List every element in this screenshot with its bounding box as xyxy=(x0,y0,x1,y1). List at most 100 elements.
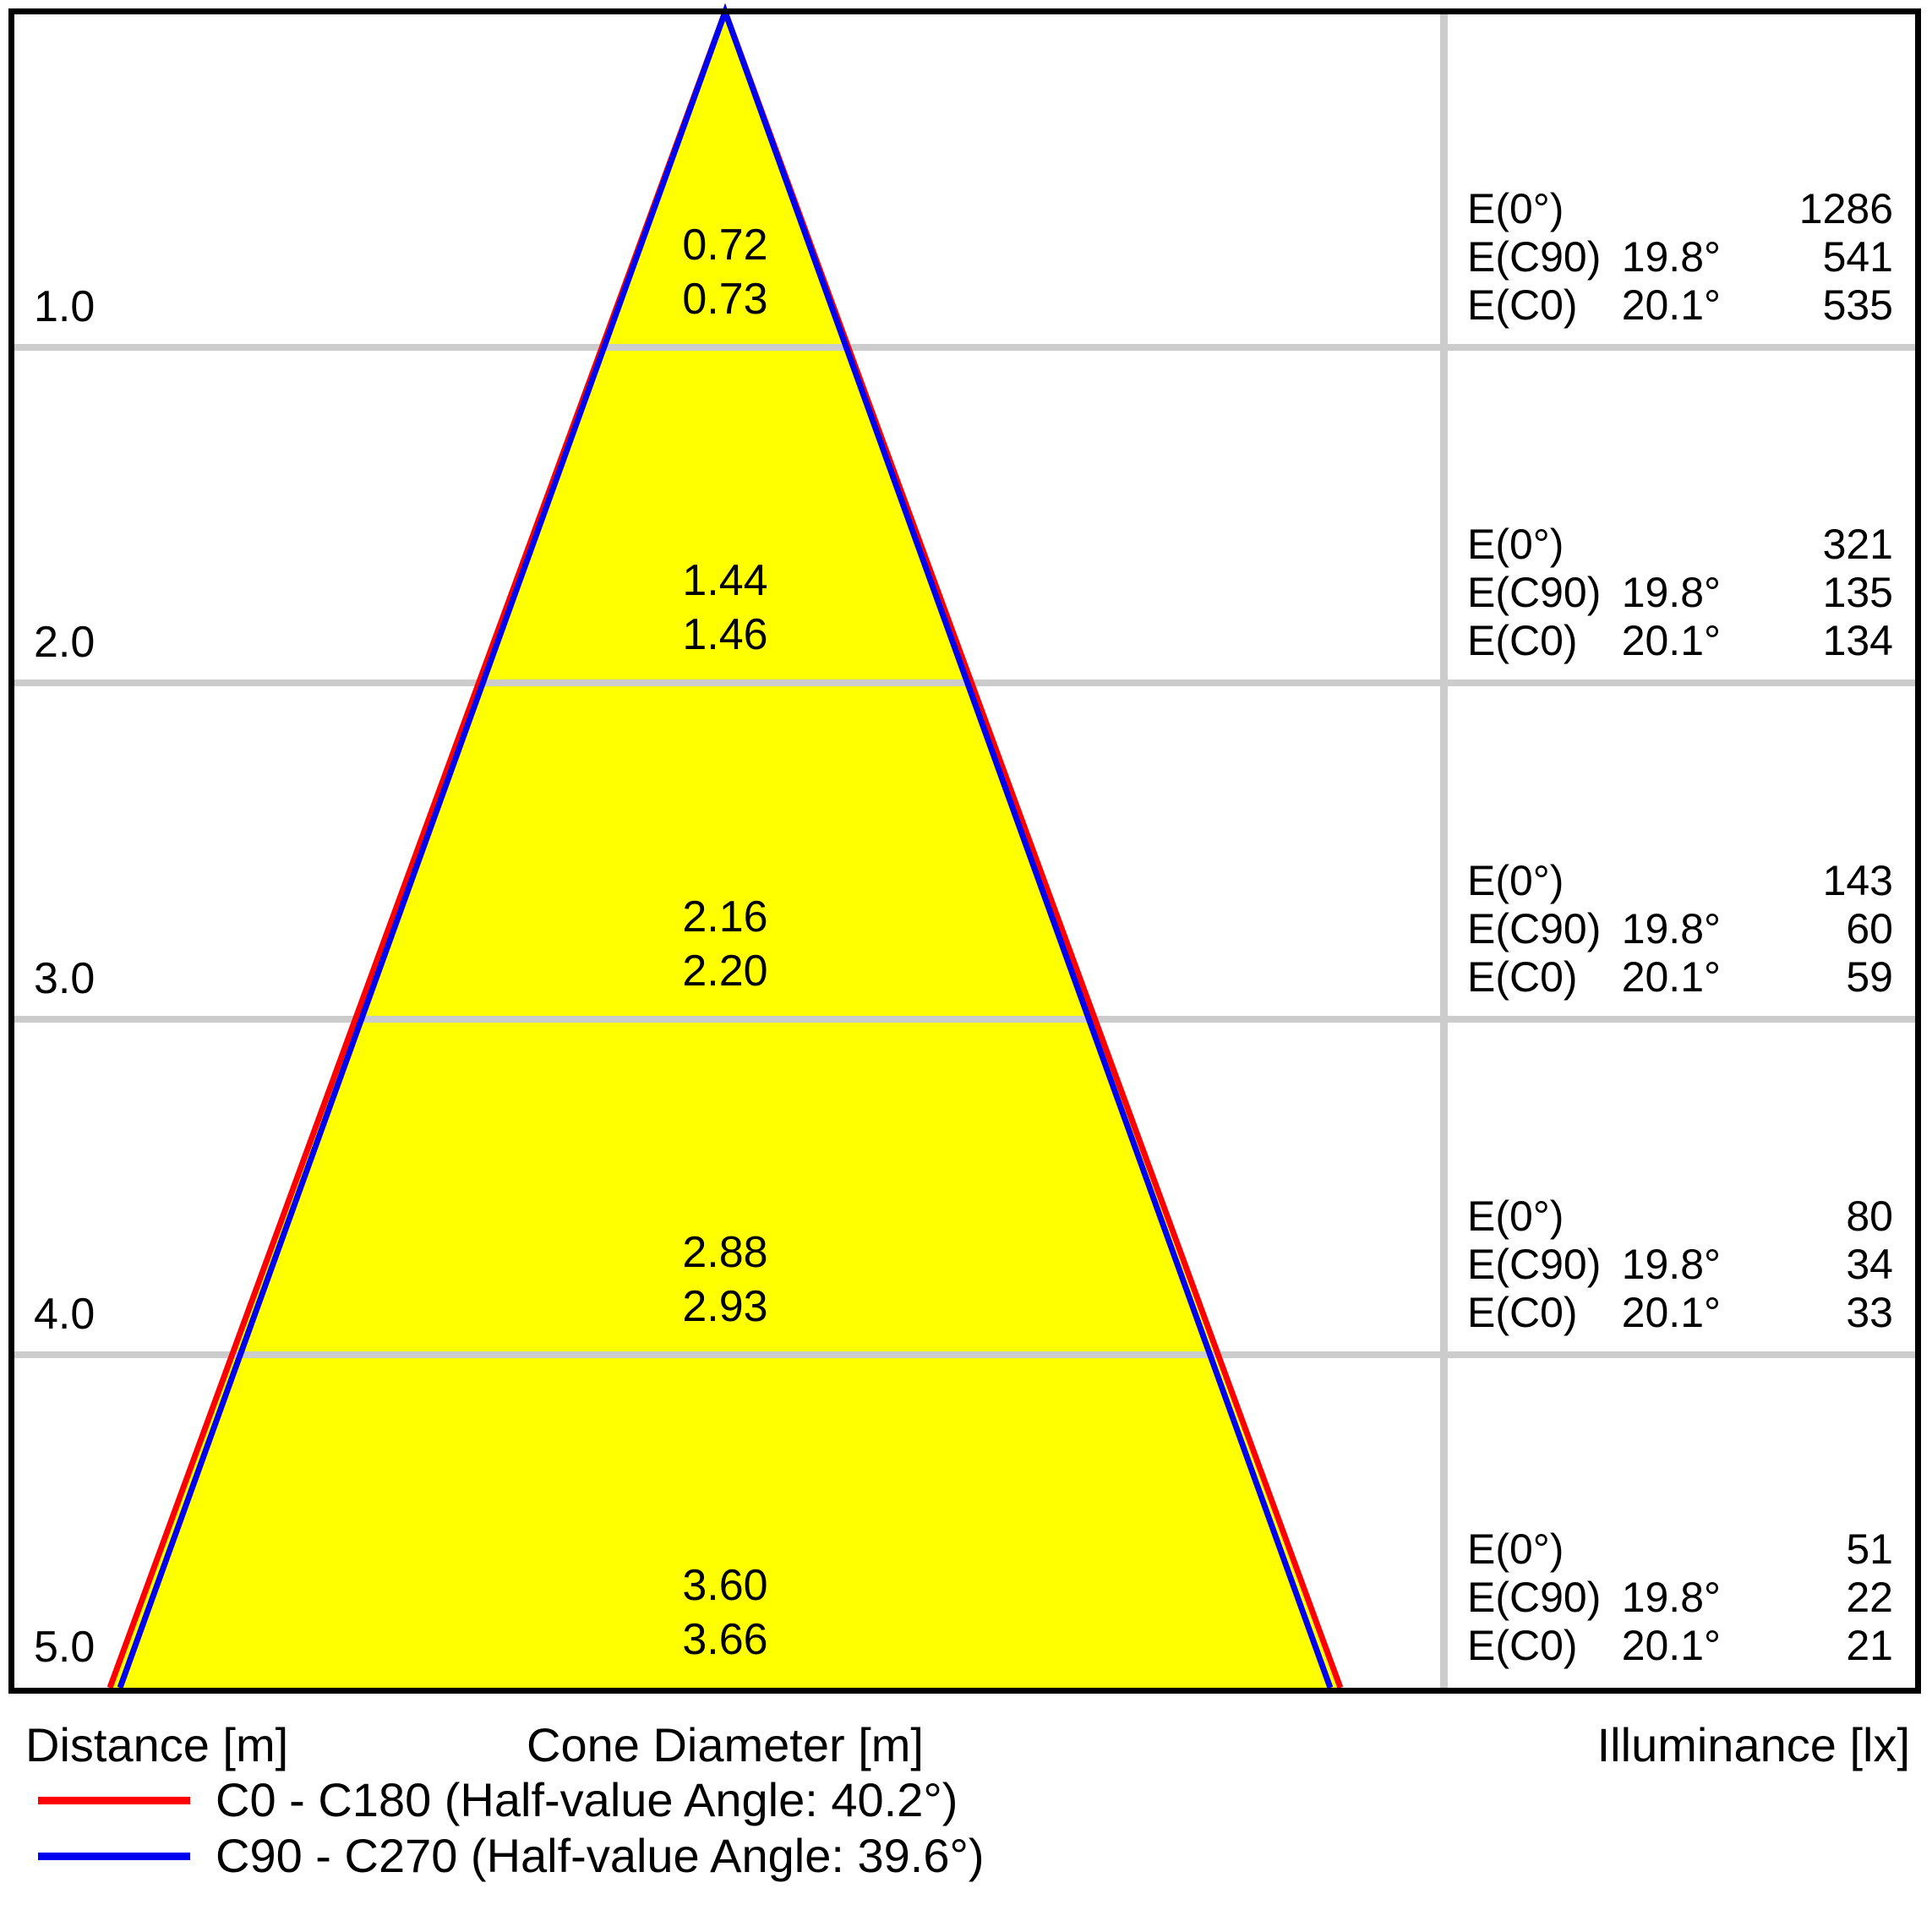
cone-diameter-values-1m: 0.72 0.73 xyxy=(682,218,767,326)
chart-border xyxy=(8,8,1921,1694)
illuminance-label: E(C0) xyxy=(1467,953,1578,1001)
illuminance-value: 21 xyxy=(1846,1622,1893,1669)
illuminance-label: E(C0) xyxy=(1467,617,1578,664)
illuminance-line: E(C0) 20.1° 134 xyxy=(1467,617,1893,665)
illuminance-angle: 20.1° xyxy=(1621,1289,1721,1336)
illuminance-label: E(C90) xyxy=(1467,1574,1602,1621)
distance-axis-label: Distance [m] xyxy=(25,1718,289,1771)
illuminance-label: E(0°) xyxy=(1467,185,1564,232)
illuminance-line: E(C0) 20.1° 21 xyxy=(1467,1622,1893,1670)
illuminance-value: 59 xyxy=(1846,953,1893,1001)
illuminance-angle xyxy=(1611,857,1721,905)
illuminance-value: 143 xyxy=(1822,857,1893,904)
c90-c270-legend-label: C90 - C270 (Half-value Angle: 39.6°) xyxy=(216,1829,985,1882)
legend-entry-c90-c270: C90 - C270 (Half-value Angle: 39.6°) xyxy=(38,1829,985,1883)
illuminance-angle xyxy=(1611,521,1721,569)
illuminance-value: 541 xyxy=(1822,233,1893,281)
cone-fill xyxy=(110,12,1340,1688)
illuminance-label: E(C90) xyxy=(1467,569,1602,616)
illuminance-cell-2m: E(0°) 321 E(C90) 19.8° 135 E(C0) 20.1° 1… xyxy=(1467,521,1893,665)
grid-line-3m xyxy=(14,1016,1915,1023)
illuminance-label: E(C90) xyxy=(1467,233,1602,281)
illuminance-angle xyxy=(1611,1525,1721,1574)
illuminance-value: 1286 xyxy=(1798,185,1893,232)
cone-diameter-c0-3m: 2.20 xyxy=(682,947,768,996)
illuminance-angle: 19.8° xyxy=(1621,233,1721,281)
illuminance-angle: 20.1° xyxy=(1621,1622,1721,1669)
cone-diameter-c0-1m: 0.73 xyxy=(682,275,768,324)
illuminance-label: E(C90) xyxy=(1467,905,1602,952)
illuminance-cell-4m: E(0°) 80 E(C90) 19.8° 34 E(C0) 20.1° 33 xyxy=(1467,1192,1893,1337)
illuminance-cell-3m: E(0°) 143 E(C90) 19.8° 60 E(C0) 20.1° 59 xyxy=(1467,857,1893,1001)
illuminance-cell-1m: E(0°) 1286 E(C90) 19.8° 541 E(C0) 20.1° … xyxy=(1467,185,1893,330)
grid-line-1m xyxy=(14,344,1915,351)
illuminance-value: 22 xyxy=(1846,1574,1893,1621)
illuminance-angle: 19.8° xyxy=(1621,569,1721,616)
illuminance-line: E(C90) 19.8° 541 xyxy=(1467,233,1893,281)
illuminance-line: E(0°) 80 xyxy=(1467,1192,1893,1241)
panel-divider xyxy=(1440,14,1448,1688)
cone-diameter-c90-4m: 2.88 xyxy=(682,1228,768,1277)
cone-diameter-c90-2m: 1.44 xyxy=(682,556,768,605)
illuminance-line: E(0°) 143 xyxy=(1467,857,1893,905)
cone-diameter-values-3m: 2.16 2.20 xyxy=(682,890,767,998)
illuminance-angle: 19.8° xyxy=(1621,905,1721,952)
illuminance-angle: 20.1° xyxy=(1621,281,1721,329)
illuminance-value: 51 xyxy=(1846,1525,1893,1573)
illuminance-label: E(C0) xyxy=(1467,1289,1578,1336)
illuminance-line: E(C0) 20.1° 59 xyxy=(1467,953,1893,1001)
illuminance-angle: 20.1° xyxy=(1621,617,1721,664)
illuminance-value: 134 xyxy=(1822,617,1893,664)
illuminance-value: 80 xyxy=(1846,1192,1893,1240)
cone-diameter-c0-5m: 3.66 xyxy=(682,1615,768,1664)
cone-diameter-values-2m: 1.44 1.46 xyxy=(682,554,767,662)
illuminance-line: E(C0) 20.1° 33 xyxy=(1467,1289,1893,1337)
distance-label-4m: 4.0 xyxy=(34,1290,96,1339)
cone-diameter-values-5m: 3.60 3.66 xyxy=(682,1558,767,1667)
illuminance-line: E(C90) 19.8° 135 xyxy=(1467,569,1893,617)
distance-label-1m: 1.0 xyxy=(34,282,96,331)
illuminance-value: 34 xyxy=(1846,1241,1893,1288)
illuminance-angle: 19.8° xyxy=(1621,1241,1721,1288)
illuminance-value: 321 xyxy=(1822,521,1893,568)
illuminance-line: E(0°) 51 xyxy=(1467,1525,1893,1574)
cone-diameter-c90-1m: 0.72 xyxy=(682,221,768,270)
illuminance-label: E(0°) xyxy=(1467,1192,1564,1240)
c0-c180-legend-label: C0 - C180 (Half-value Angle: 40.2°) xyxy=(216,1773,958,1826)
illuminance-cell-5m: E(0°) 51 E(C90) 19.8° 22 E(C0) 20.1° 21 xyxy=(1467,1525,1893,1670)
cone-diameter-c0-2m: 1.46 xyxy=(682,610,768,659)
distance-label-3m: 3.0 xyxy=(34,954,96,1003)
illuminance-line: E(C90) 19.8° 60 xyxy=(1467,905,1893,953)
illuminance-label: E(0°) xyxy=(1467,857,1564,904)
illuminance-value: 135 xyxy=(1822,569,1893,616)
cone-diameter-c0-4m: 2.93 xyxy=(682,1282,768,1331)
illuminance-value: 60 xyxy=(1846,905,1893,952)
illuminance-angle xyxy=(1611,1192,1721,1241)
illuminance-label: E(0°) xyxy=(1467,521,1564,568)
cone-diameter-axis-label: Cone Diameter [m] xyxy=(527,1718,924,1771)
illuminance-line: E(C0) 20.1° 535 xyxy=(1467,281,1893,330)
illuminance-line: E(0°) 321 xyxy=(1467,521,1893,569)
illuminance-value: 535 xyxy=(1822,281,1893,329)
illuminance-label: E(C0) xyxy=(1467,281,1578,329)
illuminance-line: E(0°) 1286 xyxy=(1467,185,1893,233)
distance-label-2m: 2.0 xyxy=(34,618,96,667)
illuminance-line: E(C90) 19.8° 22 xyxy=(1467,1574,1893,1622)
illuminance-value: 33 xyxy=(1846,1289,1893,1336)
grid-line-4m xyxy=(14,1351,1915,1358)
cone-diameter-c90-5m: 3.60 xyxy=(682,1561,768,1610)
distance-label-5m: 5.0 xyxy=(34,1623,96,1672)
illuminance-label: E(C90) xyxy=(1467,1241,1602,1288)
illuminance-label: E(C0) xyxy=(1467,1622,1578,1669)
cone-diameter-values-4m: 2.88 2.93 xyxy=(682,1225,767,1334)
c90-c270-legend-line xyxy=(38,1852,190,1860)
c0-c180-legend-line xyxy=(38,1796,190,1804)
cone-diameter-c90-3m: 2.16 xyxy=(682,892,768,941)
illuminance-line: E(C90) 19.8° 34 xyxy=(1467,1241,1893,1289)
illuminance-label: E(0°) xyxy=(1467,1525,1564,1573)
illuminance-angle: 19.8° xyxy=(1621,1574,1721,1621)
legend-entry-c0-c180: C0 - C180 (Half-value Angle: 40.2°) xyxy=(38,1773,958,1827)
illuminance-axis-label: Illuminance [lx] xyxy=(1596,1718,1910,1771)
illuminance-angle: 20.1° xyxy=(1621,953,1721,1001)
